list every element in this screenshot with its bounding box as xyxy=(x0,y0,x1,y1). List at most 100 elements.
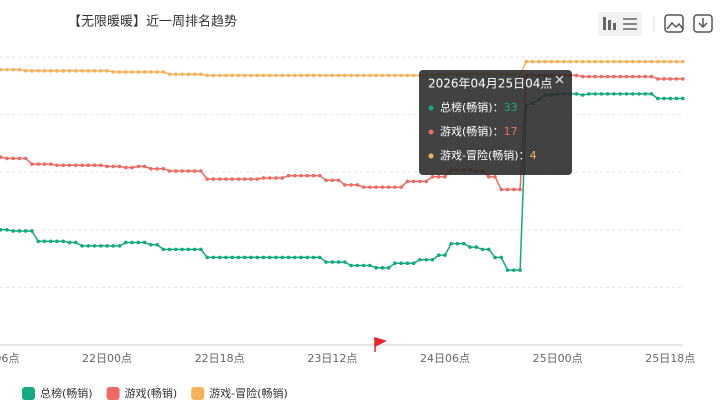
data-point xyxy=(42,239,47,244)
tooltip-close[interactable] xyxy=(555,75,564,84)
data-point xyxy=(105,164,109,169)
data-point xyxy=(199,72,203,77)
data-point xyxy=(449,241,454,246)
bar-icon[interactable] xyxy=(603,17,606,30)
data-point xyxy=(355,183,360,187)
data-point xyxy=(111,164,116,169)
data-point xyxy=(36,162,41,166)
data-point xyxy=(649,92,654,96)
data-point xyxy=(493,255,497,260)
data-point xyxy=(149,242,153,247)
data-point xyxy=(205,73,209,78)
data-point xyxy=(280,73,285,78)
data-point xyxy=(199,247,203,252)
data-point xyxy=(599,59,604,64)
data-point xyxy=(649,74,654,79)
data-point xyxy=(405,261,410,266)
data-point xyxy=(267,176,272,180)
data-point xyxy=(167,247,172,252)
data-point xyxy=(161,166,166,171)
data-point xyxy=(674,96,679,101)
data-point xyxy=(524,59,529,64)
image-icon[interactable] xyxy=(664,14,684,33)
data-point xyxy=(136,164,141,169)
data-point xyxy=(349,183,353,187)
data-point xyxy=(580,59,585,64)
data-point xyxy=(662,77,666,81)
data-point xyxy=(48,239,53,244)
data-point xyxy=(324,260,328,264)
data-point xyxy=(86,163,91,168)
data-point xyxy=(117,70,122,74)
data-point xyxy=(574,92,579,96)
x-tick-label: 22日00点 xyxy=(82,352,132,365)
data-point xyxy=(86,69,91,73)
data-point xyxy=(418,257,422,262)
data-point xyxy=(130,165,134,170)
data-point xyxy=(98,163,103,168)
data-point xyxy=(530,59,535,64)
data-point xyxy=(292,73,297,78)
data-point xyxy=(242,177,247,181)
data-point xyxy=(36,239,41,244)
data-point xyxy=(299,255,303,260)
data-point xyxy=(48,69,53,73)
data-point xyxy=(361,73,366,78)
data-point xyxy=(217,255,222,260)
data-point xyxy=(605,92,610,96)
legend-swatch xyxy=(191,387,205,400)
data-point xyxy=(624,74,629,79)
data-point xyxy=(117,244,122,248)
data-point xyxy=(67,240,72,245)
data-point xyxy=(405,73,410,78)
legend-label: 游戏(畅销) xyxy=(125,386,178,400)
data-point xyxy=(630,59,635,64)
data-point xyxy=(311,255,316,260)
data-point xyxy=(42,69,47,73)
data-point xyxy=(505,187,510,192)
bar-icon[interactable] xyxy=(608,20,611,30)
data-point xyxy=(424,257,429,262)
data-point xyxy=(349,73,353,78)
data-point xyxy=(142,240,147,245)
data-point xyxy=(261,73,266,78)
data-point xyxy=(662,59,666,64)
data-point xyxy=(612,74,616,79)
data-point xyxy=(618,92,622,96)
data-point xyxy=(224,255,228,260)
download-icon[interactable] xyxy=(693,14,713,33)
data-point xyxy=(23,229,28,233)
data-point xyxy=(311,73,316,78)
data-point xyxy=(48,162,53,166)
data-point xyxy=(30,229,34,233)
data-point xyxy=(493,175,497,179)
data-point xyxy=(73,163,78,168)
image-icon-shape xyxy=(666,21,684,30)
data-point xyxy=(117,164,122,169)
bar-icon[interactable] xyxy=(613,23,616,30)
data-point xyxy=(374,73,378,78)
data-point xyxy=(380,73,385,78)
data-point xyxy=(649,59,654,64)
data-point xyxy=(599,92,604,96)
flag-marker[interactable] xyxy=(374,336,388,352)
data-point xyxy=(73,240,78,245)
list-icon[interactable] xyxy=(623,18,637,30)
data-point xyxy=(355,73,360,78)
data-point xyxy=(286,173,291,178)
data-point xyxy=(155,70,159,74)
data-point xyxy=(555,59,560,64)
data-point xyxy=(199,169,203,173)
data-point xyxy=(330,260,335,264)
legend-swatch xyxy=(106,387,120,400)
data-point xyxy=(92,163,97,168)
data-point xyxy=(142,164,147,169)
data-point xyxy=(368,263,372,268)
data-point xyxy=(336,260,341,264)
data-point xyxy=(274,255,278,260)
data-point xyxy=(680,96,685,101)
data-point xyxy=(655,96,660,101)
data-point xyxy=(343,73,347,78)
